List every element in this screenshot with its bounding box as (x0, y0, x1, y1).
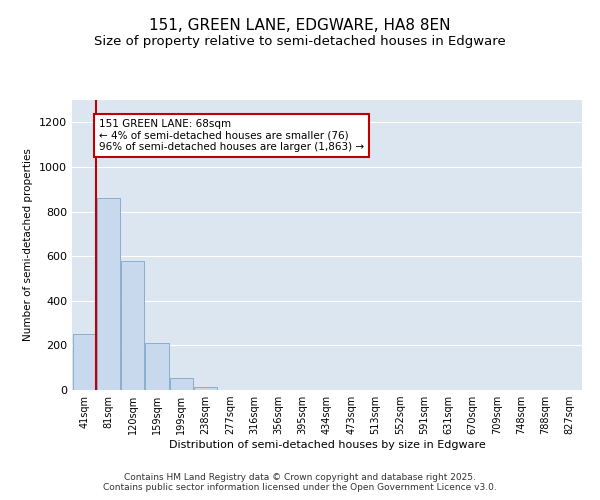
Bar (121, 260, 144, 390)
Bar (73, 334, 95, 390)
Bar (145, 343, 169, 390)
X-axis label: Distribution of semi-detached houses by size in Edgware: Distribution of semi-detached houses by … (169, 440, 485, 450)
Text: 151, GREEN LANE, EDGWARE, HA8 8EN: 151, GREEN LANE, EDGWARE, HA8 8EN (149, 18, 451, 32)
Text: Size of property relative to semi-detached houses in Edgware: Size of property relative to semi-detach… (94, 35, 506, 48)
Y-axis label: Number of semi-detached properties: Number of semi-detached properties (23, 148, 34, 342)
Bar (194, 386, 217, 390)
Bar (97, 198, 120, 390)
Text: 151 GREEN LANE: 68sqm
← 4% of semi-detached houses are smaller (76)
96% of semi-: 151 GREEN LANE: 68sqm ← 4% of semi-detac… (99, 119, 364, 152)
Bar (170, 378, 193, 390)
Text: Contains HM Land Registry data © Crown copyright and database right 2025.
Contai: Contains HM Land Registry data © Crown c… (103, 473, 497, 492)
